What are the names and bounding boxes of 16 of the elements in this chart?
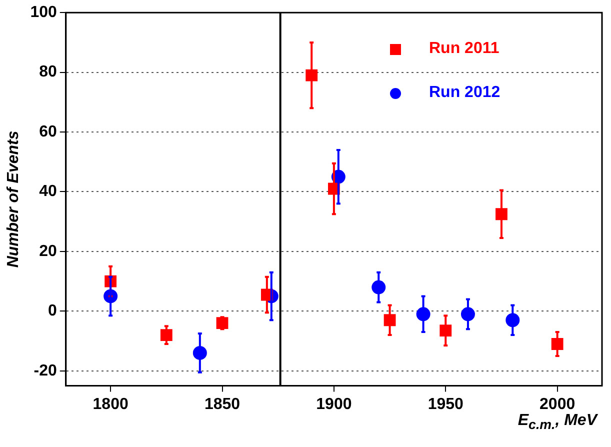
y-tick-label: 0 xyxy=(48,302,57,320)
x-tick-label: 1900 xyxy=(316,396,352,413)
x-axis-title: E$_{c.m.}$, MeV xyxy=(518,412,597,432)
y-axis-title: Number of Events xyxy=(5,130,22,268)
y-tick-label: 80 xyxy=(39,64,57,81)
x-tick-label: 2000 xyxy=(540,396,576,413)
y-tick-label: 20 xyxy=(39,242,57,260)
x-tick-label: 1800 xyxy=(92,396,128,413)
y-tick-label: 100 xyxy=(30,4,57,22)
x-tick-label: 1950 xyxy=(428,396,464,413)
legend-label: Run 2011 xyxy=(429,40,500,58)
x-tick-label: 1850 xyxy=(204,396,240,413)
legend-label: Run 2012 xyxy=(429,84,500,102)
y-tick-label: 40 xyxy=(39,183,57,200)
y-tick-label: -20 xyxy=(34,362,57,380)
y-tick-label: 60 xyxy=(39,123,57,140)
